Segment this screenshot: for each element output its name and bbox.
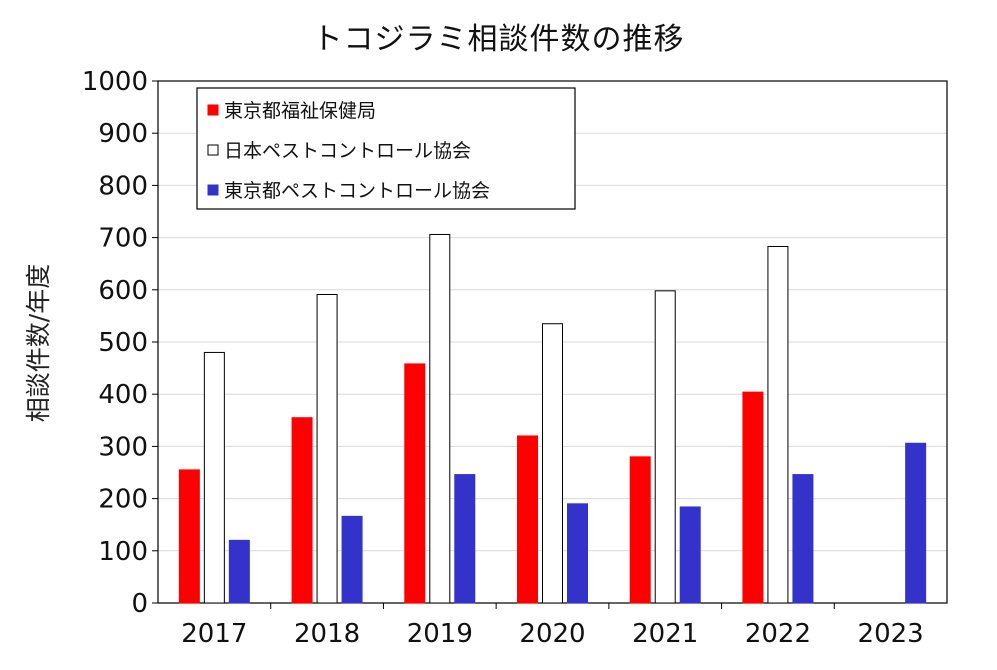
legend-label: 日本ペストコントロール協会 — [224, 140, 471, 162]
legend-swatch — [207, 184, 219, 196]
legend-label: 東京都ペストコントロール協会 — [224, 180, 490, 202]
y-tick-label: 900 — [98, 119, 148, 149]
x-tick-label: 2023 — [858, 619, 924, 649]
bar-2020-2 — [542, 323, 563, 604]
bar-2021-2 — [654, 290, 676, 604]
x-tick-label: 2021 — [632, 619, 698, 649]
y-tick-label: 1000 — [82, 67, 148, 97]
bar-2019-2 — [429, 233, 451, 604]
y-tick-label: 100 — [98, 537, 148, 567]
bar-2019-3 — [454, 474, 476, 604]
bar-2022-2 — [767, 245, 789, 604]
y-tick-label: 700 — [98, 224, 148, 254]
x-tick-label: 2017 — [181, 619, 247, 649]
chart-title: トコジラミ相談件数の推移 — [312, 22, 685, 57]
legend-box — [196, 87, 576, 210]
x-tick-label: 2018 — [294, 619, 360, 649]
y-tick-label: 0 — [131, 589, 148, 619]
bar-2021-3 — [679, 506, 701, 604]
bar-2019-1 — [404, 363, 426, 604]
bar-2017-1 — [178, 469, 200, 604]
y-tick-label: 600 — [98, 276, 148, 306]
bar-2018-2 — [316, 293, 338, 604]
bar-2022-3 — [792, 474, 814, 604]
bar-2017-3 — [228, 539, 250, 604]
bar-2020-3 — [567, 503, 588, 604]
bar-2023-3 — [905, 442, 927, 604]
bar-2017-2 — [203, 351, 225, 604]
y-tick-label: 300 — [98, 432, 148, 462]
x-tick-label: 2022 — [745, 619, 811, 649]
legend-swatch — [207, 104, 219, 116]
bar-2021-1 — [629, 456, 651, 604]
y-tick-label: 500 — [98, 328, 148, 358]
legend-label: 東京都福祉保健局 — [224, 100, 376, 122]
bar-2018-3 — [341, 515, 363, 604]
y-tick-label: 800 — [98, 171, 148, 201]
x-tick-label: 2019 — [407, 619, 473, 649]
bar-2022-1 — [742, 391, 764, 604]
y-tick-label: 200 — [98, 485, 148, 515]
x-tick-label: 2020 — [519, 619, 585, 649]
y-tick-label: 400 — [98, 380, 148, 410]
bar-2018-1 — [291, 417, 313, 604]
legend-swatch — [207, 144, 219, 156]
bar-2020-1 — [517, 435, 538, 604]
